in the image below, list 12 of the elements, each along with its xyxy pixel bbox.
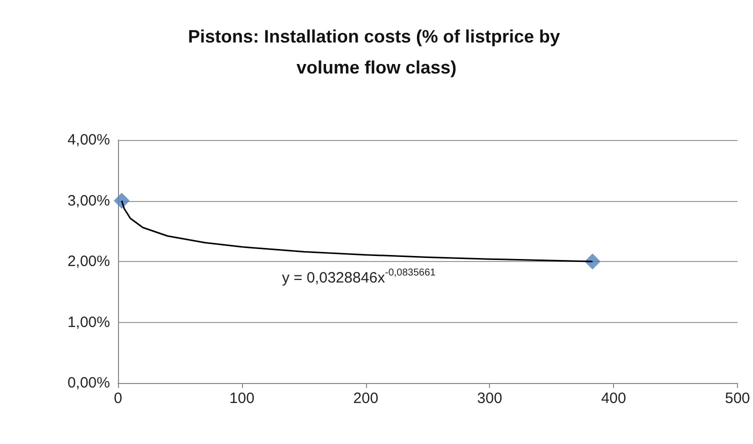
x-tick-label: 200 <box>353 390 378 407</box>
x-tick-label: 500 <box>724 390 750 407</box>
x-tick-label: 400 <box>601 390 626 407</box>
y-tick-label: 0,00% <box>67 374 110 392</box>
x-tick-label: 0 <box>114 390 122 407</box>
chart-title: Pistons: Installation costs (% of listprice by volume flow class) <box>188 26 566 78</box>
y-tick-label: 3,00% <box>67 192 110 210</box>
y-tick-label: 1,00% <box>67 314 110 331</box>
y-tick-label: 2,00% <box>67 253 110 270</box>
y-tick-label: 4,00% <box>67 132 110 148</box>
x-tick-label: 300 <box>477 390 502 407</box>
x-tick-label: 100 <box>229 390 254 407</box>
